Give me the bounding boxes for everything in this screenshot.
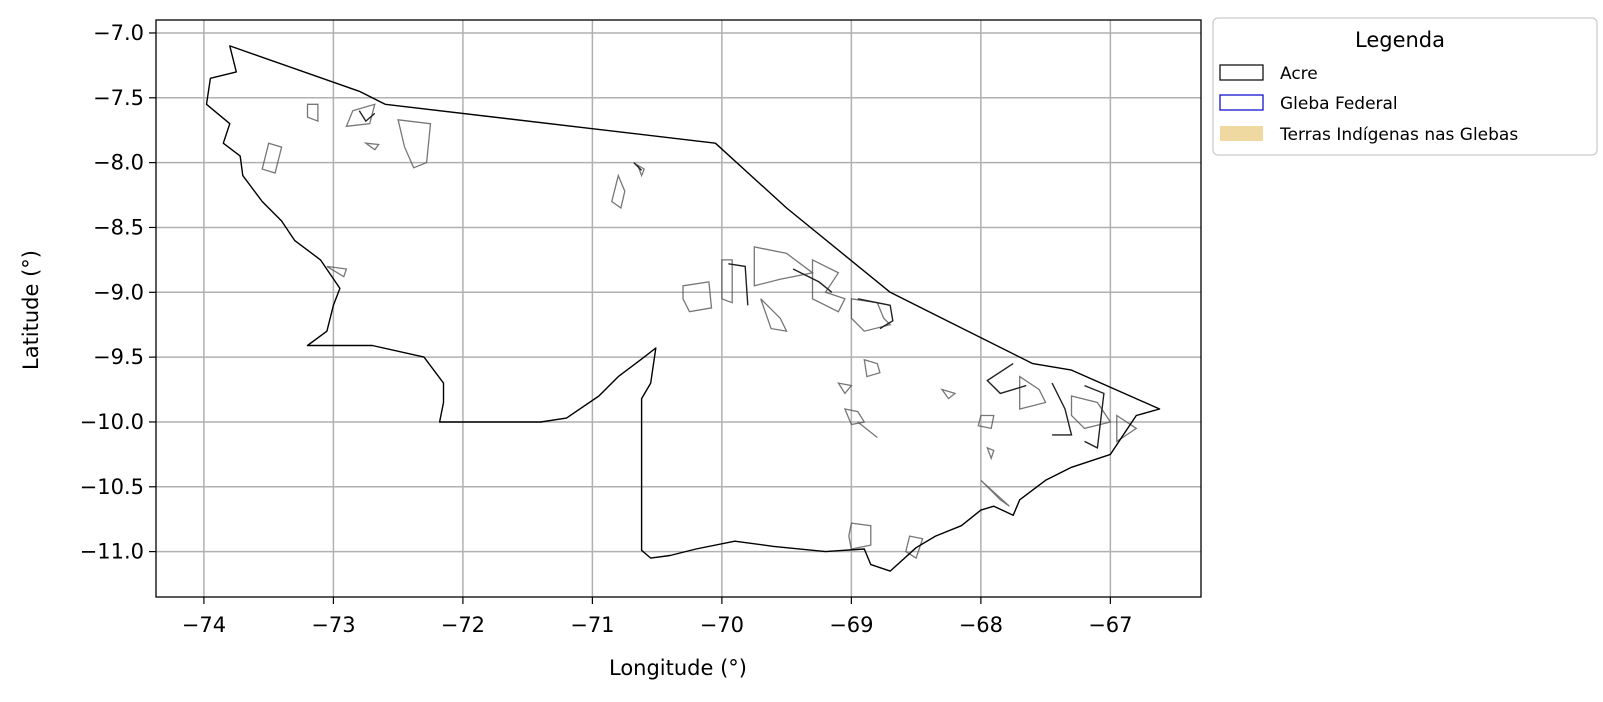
x-tick-label: −68 (959, 613, 1003, 637)
gleba-polygon (682, 281, 713, 313)
gleba-polygon (345, 103, 376, 128)
gleba-polygon (837, 382, 853, 395)
x-tick-label: −72 (441, 613, 485, 637)
x-tick-label: −73 (311, 613, 355, 637)
legend-title: Legenda (1355, 28, 1445, 52)
legend-label-acre: Acre (1280, 64, 1318, 84)
gleba-overlap-polygon (633, 162, 643, 171)
y-axis-label: Latitude (°) (19, 250, 43, 370)
gleba-polygon (326, 265, 348, 278)
legend-label-gleba-federal: Gleba Federal (1280, 94, 1398, 114)
plot-frame (155, 19, 1202, 598)
gleba-polygon (1019, 375, 1047, 410)
y-tick-label: −8.0 (93, 151, 144, 175)
y-tick-label: −7.0 (93, 21, 144, 45)
y-tick-label: −11.0 (80, 540, 144, 564)
x-tick-label: −69 (829, 613, 873, 637)
gleba-overlap-polygon (1084, 384, 1105, 449)
legend: Legenda Acre Gleba Federal Terras Indíge… (1212, 17, 1598, 156)
gleba-overlap-polygon (986, 363, 1027, 395)
gleba-polygon (363, 142, 380, 151)
gleba-polygon (940, 388, 957, 400)
gleba-polygon (1070, 395, 1112, 430)
gleba-polygon (843, 408, 866, 426)
y-tick-label: −8.5 (93, 215, 144, 239)
gleba-overlap-layer (358, 110, 1105, 449)
gleba-polygon (397, 119, 432, 169)
legend-swatch-acre (1219, 64, 1264, 81)
gleba-overlap-polygon (792, 268, 833, 293)
gleba-polygon (306, 103, 319, 123)
gleba-polygon (611, 173, 626, 210)
gleba-polygon (1116, 414, 1138, 443)
y-axis-ticks: −7.0 −7.5 −8.0 −8.5 −9.0 −9.5 −10.0 −10.5 −11.0 (80, 21, 156, 564)
y-tick-label: −10.0 (80, 410, 144, 434)
legend-label-terras-indigenas: Terras Indígenas nas Glebas (1279, 125, 1518, 145)
gleba-polygon (721, 259, 733, 304)
y-tick-label: −9.0 (93, 280, 144, 304)
x-tick-label: −70 (700, 613, 744, 637)
gleba-polygon (811, 258, 846, 313)
gleba-overlap-polygon (728, 263, 749, 306)
x-tick-label: −74 (182, 613, 226, 637)
grid (156, 20, 1201, 597)
gleba-polygon (863, 358, 881, 378)
x-tick-label: −67 (1088, 613, 1132, 637)
gleba-polygon (753, 246, 815, 287)
gleba-polygon (760, 298, 788, 333)
y-tick-label: −9.5 (93, 345, 144, 369)
acre-layer (205, 45, 1161, 572)
gleba-overlap-polygon (857, 298, 894, 330)
y-tick-label: −7.5 (93, 86, 144, 110)
gleba-polygon (261, 142, 283, 174)
x-axis-label: Longitude (°) (609, 656, 747, 680)
legend-swatch-gleba-federal (1219, 94, 1264, 111)
gleba-polygon (905, 535, 924, 560)
gleba-polygon (857, 421, 878, 439)
gleba-polygon (848, 522, 872, 550)
gleba-overlap-polygon (358, 110, 376, 123)
y-tick-label: −10.5 (80, 475, 144, 499)
gleba-polygon (636, 163, 646, 178)
acre-boundary (205, 45, 1161, 572)
legend-swatch-terras-indigenas (1220, 126, 1263, 141)
x-axis-ticks: −74 −73 −72 −71 −70 −69 −68 −67 (182, 597, 1133, 637)
gleba-overlap-polygon (1051, 382, 1073, 436)
gleba-polygon (980, 479, 1010, 507)
gleba-federal-layer (261, 103, 1138, 560)
gleba-polygon (977, 414, 995, 430)
x-tick-label: −71 (570, 613, 614, 637)
gleba-polygon (986, 446, 995, 461)
legend-box (1212, 17, 1598, 156)
